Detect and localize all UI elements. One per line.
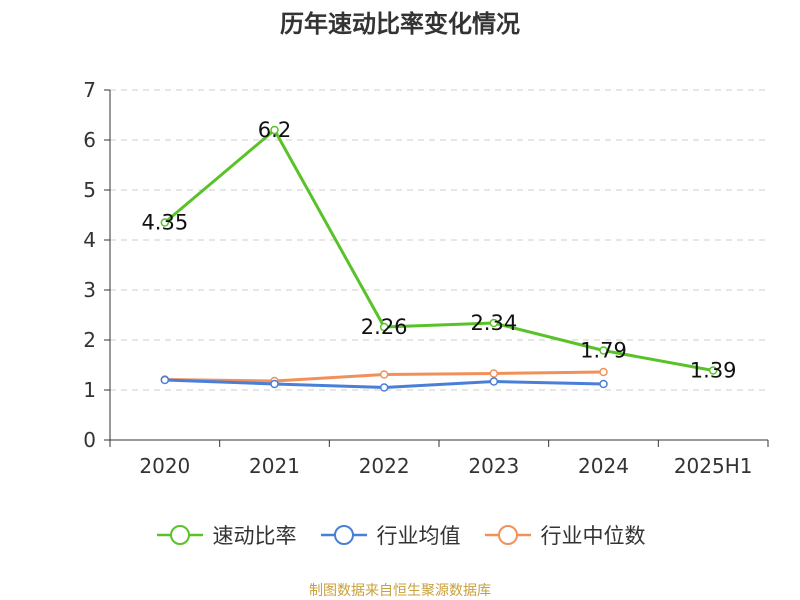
legend-line-marker-icon bbox=[484, 525, 531, 545]
y-tick-label: 5 bbox=[83, 178, 96, 202]
x-tick-label: 2020 bbox=[139, 454, 190, 478]
data-point bbox=[599, 346, 608, 355]
data-label: 4.35 bbox=[141, 211, 188, 235]
data-point bbox=[270, 379, 279, 389]
x-tick-label: 2023 bbox=[468, 454, 519, 478]
legend-label: 速动比率 bbox=[212, 524, 297, 548]
data-source-note: 制图数据来自恒生聚源数据库 bbox=[309, 583, 491, 599]
legend-label: 行业均值 bbox=[376, 524, 461, 548]
x-tick-label: 2024 bbox=[578, 454, 629, 478]
data-point bbox=[489, 369, 499, 378]
y-tick-label: 0 bbox=[83, 428, 96, 452]
x-tick-label: 2021 bbox=[249, 454, 300, 478]
legend-line-marker-icon bbox=[320, 525, 367, 545]
data-point bbox=[160, 218, 170, 227]
series-line bbox=[163, 128, 714, 372]
data-point bbox=[379, 370, 389, 379]
data-label: 6.2 bbox=[258, 118, 291, 142]
legend-item[interactable]: 速动比率 bbox=[155, 520, 297, 550]
x-tick-label: 2025H1 bbox=[674, 454, 753, 478]
data-point bbox=[379, 383, 389, 392]
y-tick-label: 4 bbox=[83, 228, 96, 252]
data-label: 2.34 bbox=[470, 311, 517, 335]
chart-title: 历年速动比率变化情况 bbox=[280, 10, 520, 38]
data-point bbox=[270, 125, 279, 135]
data-label: 2.26 bbox=[361, 315, 408, 339]
y-tick-label: 6 bbox=[83, 128, 96, 152]
data-point bbox=[379, 322, 389, 332]
data-point bbox=[599, 379, 608, 389]
legend-item[interactable]: 行业中位数 bbox=[483, 520, 646, 550]
y-tick-label: 1 bbox=[83, 378, 96, 402]
legend-item[interactable]: 行业均值 bbox=[319, 520, 461, 550]
y-tick-label: 2 bbox=[83, 328, 96, 352]
data-point bbox=[599, 367, 608, 377]
legend: 速动比率 行业均值 行业中位数 bbox=[0, 520, 800, 550]
x-tick-label: 2022 bbox=[359, 454, 410, 478]
legend-label: 行业中位数 bbox=[540, 524, 646, 548]
y-tick-label: 7 bbox=[83, 78, 96, 102]
y-tick-label: 3 bbox=[83, 278, 96, 302]
data-label: 1.79 bbox=[580, 339, 627, 363]
data-label: 1.39 bbox=[690, 359, 737, 383]
data-point bbox=[489, 318, 499, 328]
data-point bbox=[708, 366, 718, 375]
data-point bbox=[160, 375, 170, 385]
data-point bbox=[489, 377, 499, 386]
legend-line-marker-icon bbox=[156, 525, 203, 545]
